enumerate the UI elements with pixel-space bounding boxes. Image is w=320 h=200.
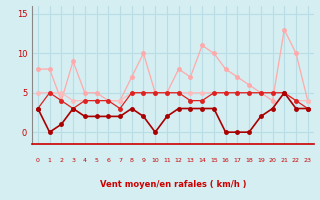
X-axis label: Vent moyen/en rafales ( km/h ): Vent moyen/en rafales ( km/h ) [100, 180, 246, 189]
